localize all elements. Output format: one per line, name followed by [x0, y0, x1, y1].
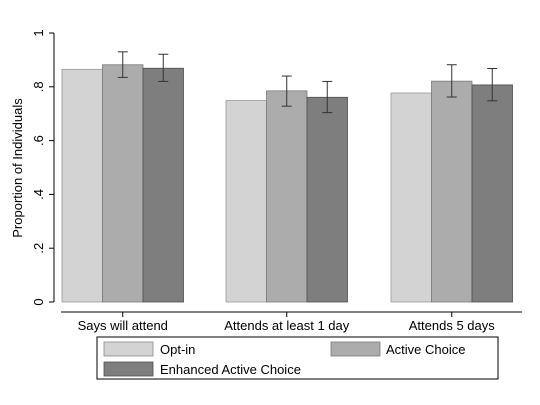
plot-area: [61, 51, 513, 303]
legend-swatch-opt-in: [103, 341, 154, 357]
bar: [431, 80, 473, 303]
legend-box: [96, 336, 499, 380]
y-tick-label: 1: [31, 29, 46, 36]
y-tick-label: .2: [31, 243, 46, 254]
y-tick-label: .4: [31, 189, 46, 200]
bar: [225, 100, 267, 303]
bar: [266, 90, 308, 303]
legend-swatch-enhanced-active-choice: [103, 361, 154, 377]
bar: [102, 64, 144, 303]
legend-label-opt-in: Opt-in: [160, 342, 195, 357]
y-axis-title: Proportion of Individuals: [10, 98, 25, 238]
bar: [306, 96, 348, 303]
axes: Proportion of Individuals 0 .2 .4 .6 .8 1 Says…: [10, 29, 522, 333]
legend-label-enhanced-active-choice: Enhanced Active Choice: [160, 362, 301, 377]
bar: [142, 67, 184, 303]
bar: [61, 68, 103, 303]
x-tick-label: Attends 5 days: [409, 318, 495, 333]
x-tick-label: Says will attend: [78, 318, 168, 333]
legend: Opt-in Active Choice Enhanced Active Cho…: [96, 336, 499, 380]
y-tick-label: 0: [31, 298, 46, 305]
legend-label-active-choice: Active Choice: [386, 342, 465, 357]
legend-swatch-active-choice: [330, 341, 381, 357]
bar: [390, 92, 432, 303]
x-tick-label: Attends at least 1 day: [224, 318, 350, 333]
bar: [471, 84, 513, 303]
y-tick-label: .8: [31, 81, 46, 92]
y-tick-label: .6: [31, 135, 46, 146]
